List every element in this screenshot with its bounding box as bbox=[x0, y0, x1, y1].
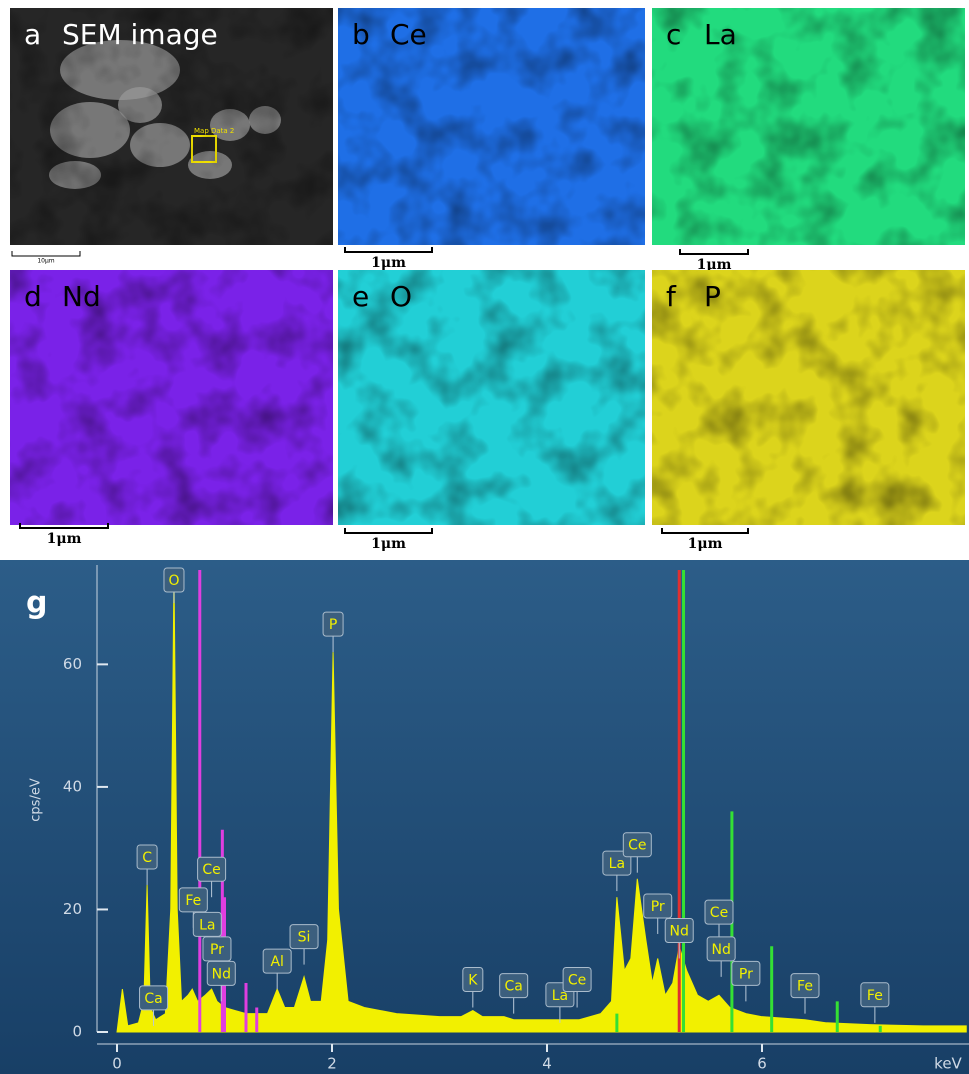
panel-title: Ce bbox=[390, 18, 427, 51]
figure: Map Data 2aSEM image10μmbCe1μmcLa1μmdNd1… bbox=[0, 0, 969, 1074]
scale-bar-label: 1μm bbox=[371, 536, 406, 552]
panel-letter: b bbox=[352, 18, 370, 51]
y-tick-label: 20 bbox=[63, 900, 82, 918]
peak-label: Fe bbox=[797, 979, 813, 995]
scale-bar bbox=[662, 528, 748, 533]
peak-label: Ca bbox=[504, 979, 522, 995]
x-tick-label: 6 bbox=[757, 1055, 767, 1073]
peak-label: Si bbox=[298, 930, 311, 946]
panel-letter: e bbox=[352, 280, 369, 313]
peak-label: Nd bbox=[212, 966, 231, 982]
x-axis-label: keV bbox=[934, 1055, 962, 1073]
peak-label: Fe bbox=[185, 893, 201, 909]
peak-label: Nd bbox=[711, 942, 730, 958]
panel-title: O bbox=[390, 280, 412, 313]
peak-label: Pr bbox=[739, 966, 753, 982]
peak-label: Ce bbox=[202, 862, 220, 878]
x-tick-label: 0 bbox=[112, 1055, 122, 1073]
x-tick-label: 2 bbox=[327, 1055, 337, 1073]
peak-label: Ce bbox=[628, 838, 646, 854]
peak-label: Nd bbox=[670, 923, 689, 939]
peak-label: K bbox=[468, 972, 478, 988]
panel-letter: c bbox=[666, 18, 681, 51]
peak-label: Ce bbox=[568, 972, 586, 988]
y-tick-label: 60 bbox=[63, 655, 82, 673]
map-texture bbox=[338, 270, 645, 525]
map-texture bbox=[338, 8, 645, 245]
scale-bar-label: 10μm bbox=[37, 258, 54, 265]
map-texture bbox=[652, 8, 965, 245]
map-panels: Map Data 2aSEM image10μmbCe1μmcLa1μmdNd1… bbox=[10, 8, 965, 552]
map-texture bbox=[10, 270, 333, 525]
scale-bar-label: 1μm bbox=[47, 531, 82, 547]
scale-bar bbox=[345, 528, 432, 533]
peak-label: Pr bbox=[210, 942, 224, 958]
map-texture bbox=[652, 270, 965, 525]
peak-label: La bbox=[199, 917, 215, 933]
peak-label: La bbox=[609, 856, 625, 872]
panel-letter: g bbox=[26, 586, 47, 621]
scale-bar bbox=[680, 249, 748, 254]
peak-label: Al bbox=[270, 954, 283, 970]
y-tick-label: 0 bbox=[72, 1023, 82, 1041]
x-tick-label: 4 bbox=[542, 1055, 552, 1073]
panel-letter: f bbox=[666, 280, 677, 313]
peak-label: Ca bbox=[144, 991, 162, 1007]
scale-bar bbox=[345, 247, 432, 252]
y-tick-label: 40 bbox=[63, 777, 82, 795]
panel-title: La bbox=[704, 18, 737, 51]
peak-label: O bbox=[168, 573, 179, 589]
panel-title: SEM image bbox=[62, 18, 218, 51]
peak-label: P bbox=[329, 617, 337, 633]
panel-title: P bbox=[704, 280, 721, 313]
scale-bar-label: 1μm bbox=[688, 536, 723, 552]
peak-label: C bbox=[142, 850, 152, 866]
scale-bar-label: 1μm bbox=[371, 255, 406, 271]
y-axis-label: cps/eV bbox=[29, 778, 44, 822]
panel-title: Nd bbox=[62, 280, 101, 313]
panel-letter: a bbox=[24, 18, 41, 51]
peak-label: Fe bbox=[867, 988, 883, 1004]
scale-bar bbox=[12, 251, 80, 256]
panel-letter: d bbox=[24, 280, 42, 313]
peak-label: Ce bbox=[710, 905, 728, 921]
peak-label: Pr bbox=[651, 899, 665, 915]
